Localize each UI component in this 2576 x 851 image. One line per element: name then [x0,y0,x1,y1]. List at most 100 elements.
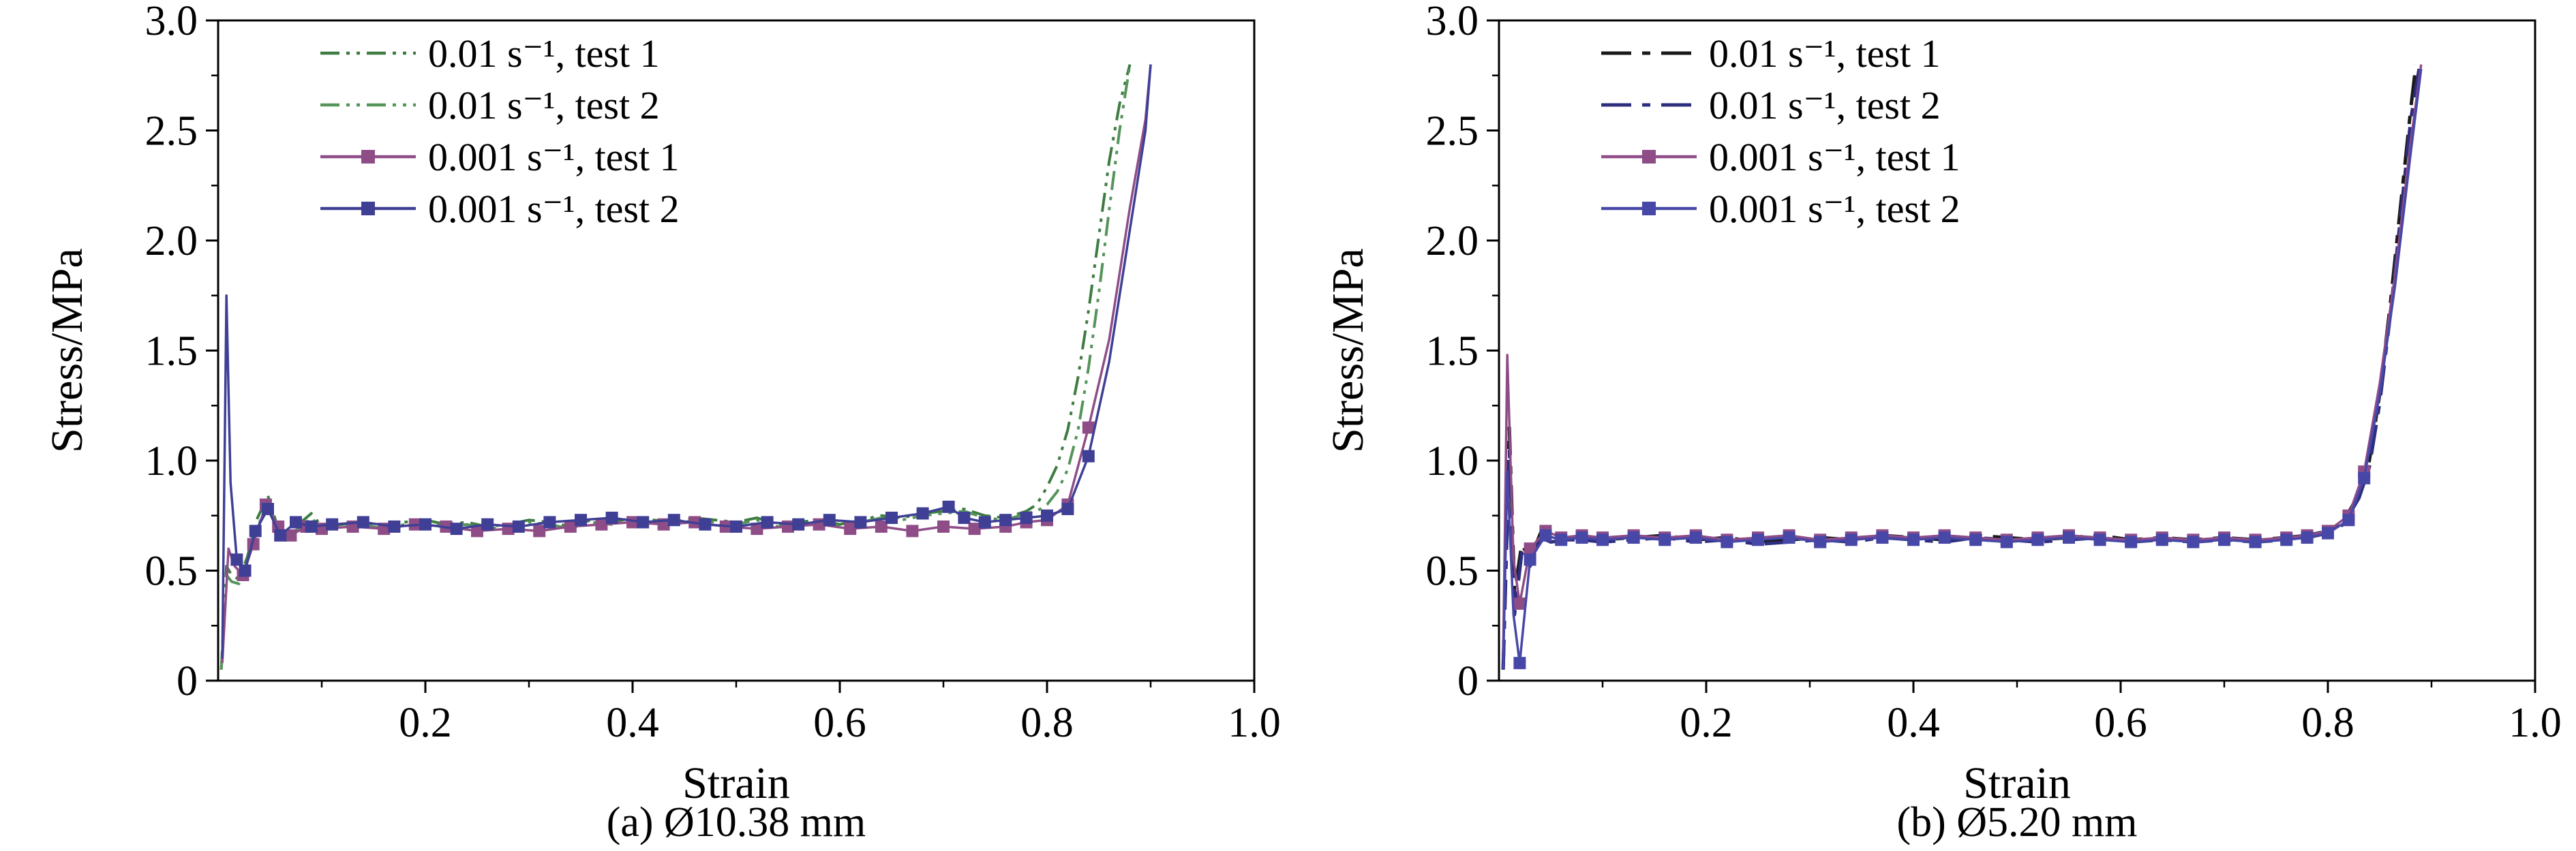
series-marker [388,520,401,533]
series-marker [916,507,929,520]
y-axis-label: Stress/MPa [42,248,92,453]
series-marker [533,525,546,538]
legend: 0.01 s⁻¹, test 1 0.01 s⁻¹, test 2 0.001 s⁻… [320,31,680,231]
y-tick-label: 0 [177,658,198,705]
series-marker [595,518,608,531]
series-marker [958,511,971,524]
series-marker [730,520,742,533]
y-tick-label: 2.5 [1426,108,1479,155]
series-marker [357,516,369,529]
x-tick-label: 0.8 [2301,700,2354,746]
series-3 [1502,68,2423,670]
series-marker [885,511,898,524]
legend-label: 0.001 s⁻¹, test 2 [428,187,680,231]
figure-a: 0.2 0.4 0.6 0.8 1.0 0 0.5 1.0 1.5 2.0 2.5 3.0 Strain… [14,0,1282,851]
series-marker [1513,657,1526,670]
series-marker [1627,531,1640,544]
series-marker [605,511,618,524]
series-marker [1513,597,1526,610]
legend-label: 0.01 s⁻¹, test 1 [428,31,660,76]
y-tick-label: 1.0 [145,438,198,484]
y-tick-label: 2.5 [145,108,198,155]
y-tick-label: 1.5 [145,328,198,375]
series-marker [1082,421,1095,434]
series-marker [305,520,318,533]
series-marker [699,518,712,531]
x-tick-label: 1.0 [1228,700,1281,746]
x-tick-label: 0.6 [813,700,866,746]
legend-label: 0.001 s⁻¹, test 1 [428,135,680,179]
legend: 0.01 s⁻¹, test 1 0.01 s⁻¹, test 2 0.001 s⁻… [1601,31,1960,231]
y-tick-label: 1.0 [1426,438,1479,484]
chart-a: 0.2 0.4 0.6 0.8 1.0 0 0.5 1.0 1.5 2.0 2.5 3.0 Strain… [42,0,1281,808]
x-tick-label: 0.2 [1680,700,1733,746]
x-axis-label: Strain [1963,758,2071,808]
y-axis: 0 0.5 1.0 1.5 2.0 2.5 3.0 [145,0,218,705]
series-marker [2155,533,2168,546]
series-marker [906,525,919,538]
series-marker [543,516,556,529]
y-tick-label: 0.5 [1426,548,1479,595]
series-marker [419,518,431,531]
series-marker [2063,531,2075,544]
x-tick-label: 0.2 [399,700,452,746]
series-marker [942,500,955,513]
series-marker [1061,503,1074,516]
series-marker [284,529,297,542]
figure-b: 0.2 0.4 0.6 0.8 1.0 0 0.5 1.0 1.5 2.0 2.5 3.0 Strain… [1294,0,2562,851]
series-marker [2280,533,2293,546]
series-marker [450,523,463,536]
y-tick-label: 2.0 [145,218,198,264]
series-line [1502,64,2423,659]
series-marker [261,503,274,516]
series-marker [2249,536,2262,548]
legend-sample-marker [1642,150,1656,164]
series-marker [844,523,857,536]
series-marker [1845,533,1858,546]
series-marker [1575,531,1588,544]
series-marker [999,514,1012,527]
series-marker [1041,509,1053,522]
series-1 [1501,68,2421,670]
series-marker [875,520,888,533]
x-tick-label: 0.6 [2094,700,2147,746]
series-marker [326,518,339,531]
legend-label: 0.001 s⁻¹, test 2 [1709,187,1960,231]
series-marker [1082,450,1095,463]
series-marker [1539,529,1552,542]
chart-b: 0.2 0.4 0.6 0.8 1.0 0 0.5 1.0 1.5 2.0 2.5 3.0 Strain… [1323,0,2562,808]
y-tick-label: 0.5 [145,548,198,595]
y-tick-label: 2.0 [1426,218,1479,264]
series-marker [274,529,287,542]
x-axis-label: Strain [682,758,790,808]
legend-sample-marker [361,202,375,215]
series-marker [1020,511,1033,524]
y-axis: 0 0.5 1.0 1.5 2.0 2.5 3.0 [1426,0,1499,705]
x-axis: 0.2 0.4 0.6 0.8 1.0 [320,681,1281,746]
y-tick-label: 0 [1457,658,1479,705]
series-marker [1658,533,1671,546]
x-tick-label: 0.4 [606,700,659,746]
series-marker [1752,533,1764,546]
legend-label: 0.01 s⁻¹, test 1 [1709,31,1941,76]
legend-label: 0.01 s⁻¹, test 2 [428,83,660,127]
legend-label: 0.001 s⁻¹, test 1 [1709,135,1960,179]
series-marker [1524,542,1536,555]
series-marker [1555,533,1568,546]
series-marker [2322,527,2334,540]
series-marker [2000,536,2013,548]
series-marker [564,520,577,533]
series-marker [2301,531,2314,544]
series-marker [1876,531,1889,544]
series-marker [2358,471,2371,484]
legend-label: 0.01 s⁻¹, test 2 [1709,83,1941,127]
series-marker [471,525,483,538]
series-2 [1502,64,2423,659]
series-marker [792,518,805,531]
series-marker [2218,533,2230,546]
figure-b-caption: (b) Ø5.20 mm [1896,799,2138,846]
series-line [1501,68,2421,670]
x-axis: 0.2 0.4 0.6 0.8 1.0 [1601,681,2562,746]
series-marker [823,514,836,527]
series-marker [575,514,587,527]
